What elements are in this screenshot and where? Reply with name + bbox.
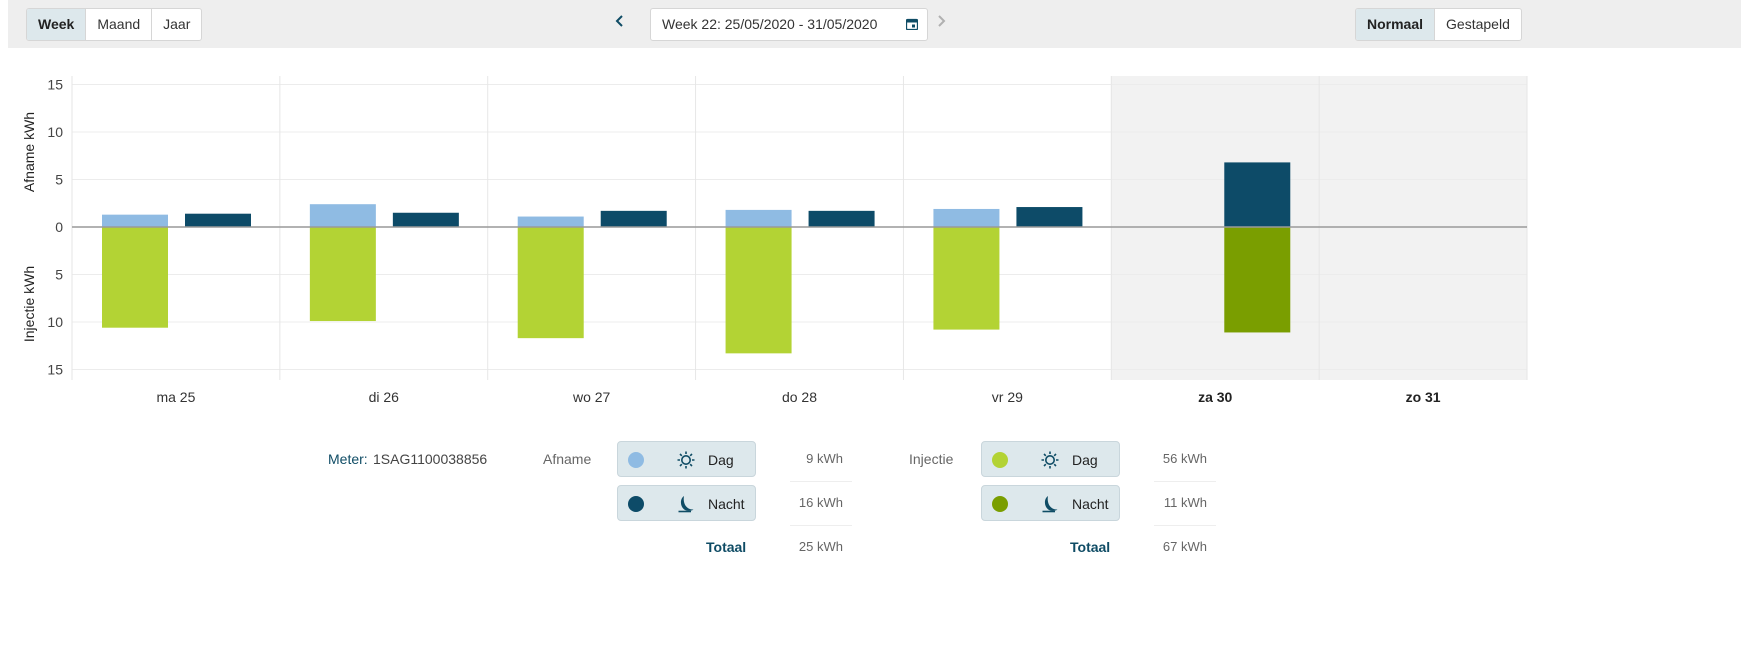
afname-totaal-value: 25 kWh (798, 539, 843, 554)
energy-bar-chart: 15 10 5 0 5 10 15 ma 25 di 26 wo 27 do 28 vr 29 za 3… (21, 76, 1528, 405)
tab-gestapeld[interactable]: Gestapeld (1446, 16, 1510, 32)
injectie-nacht-toggle[interactable]: Nacht (981, 485, 1120, 521)
bar-afname-nacht (1016, 207, 1083, 227)
bar-afname-nacht (808, 210, 875, 227)
date-range-text: Week 22: 25/05/2020 - 31/05/2020 (662, 16, 878, 32)
injectie-dag-toggle[interactable]: Dag (981, 441, 1120, 477)
injectie-dag-value: 56 kWh (1162, 451, 1207, 466)
bar-afname-nacht (392, 212, 459, 227)
y-tick-label: 5 (55, 267, 63, 283)
bar-afname-nacht (600, 210, 667, 227)
y-axis-title-injectie: Injectie kWh (21, 266, 37, 342)
y-tick-label: 5 (55, 172, 63, 188)
toolbar: Week Maand Jaar Week 22: 25/05/2020 - 31… (8, 0, 1741, 48)
bar-injectie-dag (309, 227, 376, 322)
divider (1154, 481, 1216, 482)
sun-icon (1041, 451, 1059, 469)
legend: Meter: 1SAG1100038856 Afname Dag 9 kWh N… (0, 430, 1755, 648)
tab-week[interactable]: Week (27, 9, 87, 40)
tab-normaal[interactable]: Normaal (1356, 9, 1436, 40)
bar-afname-nacht (185, 213, 251, 227)
injectie-nacht-color-dot (992, 496, 1008, 512)
injectie-nacht-label: Nacht (1072, 496, 1109, 512)
afname-nacht-value: 16 kWh (798, 495, 843, 510)
afname-nacht-label: Nacht (708, 496, 745, 512)
x-tick-label: za 30 (1198, 389, 1232, 405)
bar-injectie-dag (102, 227, 168, 328)
y-tick-label: 10 (47, 124, 63, 140)
x-tick-label: di 26 (369, 389, 400, 405)
period-selector: Week Maand Jaar (26, 8, 203, 41)
meter-number: 1SAG1100038856 (373, 451, 488, 467)
x-tick-label: wo 27 (572, 389, 611, 405)
date-range-picker[interactable]: Week 22: 25/05/2020 - 31/05/2020 (650, 8, 928, 41)
tab-jaar[interactable]: Jaar (163, 16, 191, 32)
x-tick-label: do 28 (782, 389, 817, 405)
y-tick-label: 10 (47, 314, 63, 330)
afname-dag-toggle[interactable]: Dag (617, 441, 756, 477)
y-axis-title-afname: Afname kWh (21, 112, 37, 192)
bar-afname-dag (102, 214, 168, 227)
bar-injectie-dag (725, 227, 792, 354)
bar-injectie-dag (517, 227, 584, 339)
y-tick-label: 15 (47, 362, 63, 378)
previous-week-button[interactable] (612, 14, 628, 34)
afname-dag-color-dot (628, 452, 644, 468)
bar-afname-nacht (1224, 162, 1291, 227)
bar-injectie-dag (933, 227, 1000, 330)
injectie-dag-color-dot (992, 452, 1008, 468)
afname-title: Afname (543, 451, 592, 467)
divider (790, 525, 852, 526)
afname-totaal-label: Totaal (706, 539, 747, 555)
bar-afname-dag (725, 209, 792, 227)
injectie-totaal-value: 67 kWh (1162, 539, 1207, 554)
x-tick-label: vr 29 (992, 389, 1023, 405)
y-tick-label: 15 (47, 77, 63, 93)
divider (790, 481, 852, 482)
bar-afname-dag (933, 208, 1000, 227)
calendar-icon[interactable] (906, 18, 918, 30)
moon-icon (1042, 496, 1058, 513)
meter-label: Meter: (328, 451, 368, 467)
afname-dag-value: 9 kWh (806, 451, 843, 466)
afname-dag-label: Dag (708, 452, 734, 468)
x-tick-label: zo 31 (1406, 389, 1441, 405)
afname-nacht-color-dot (628, 496, 644, 512)
x-tick-label: ma 25 (156, 389, 195, 405)
sun-icon (677, 451, 695, 469)
bar-injectie-nacht (1224, 227, 1291, 333)
injectie-totaal-label: Totaal (1070, 539, 1111, 555)
chevron-left-icon (615, 15, 623, 27)
injectie-nacht-value: 11 kWh (1163, 495, 1207, 510)
chevron-right-icon (938, 15, 946, 27)
injectie-dag-label: Dag (1072, 452, 1098, 468)
afname-nacht-toggle[interactable]: Nacht (617, 485, 756, 521)
tab-maand[interactable]: Maand (86, 9, 153, 40)
next-week-button[interactable] (933, 14, 949, 34)
bar-afname-dag (309, 204, 376, 227)
injectie-title: Injectie (909, 451, 954, 467)
display-mode-selector: Normaal Gestapeld (1355, 8, 1522, 41)
moon-icon (678, 496, 694, 513)
y-tick-label: 0 (55, 219, 63, 235)
weekend-shading (1319, 76, 1527, 380)
divider (1154, 525, 1216, 526)
bar-afname-dag (517, 216, 584, 227)
